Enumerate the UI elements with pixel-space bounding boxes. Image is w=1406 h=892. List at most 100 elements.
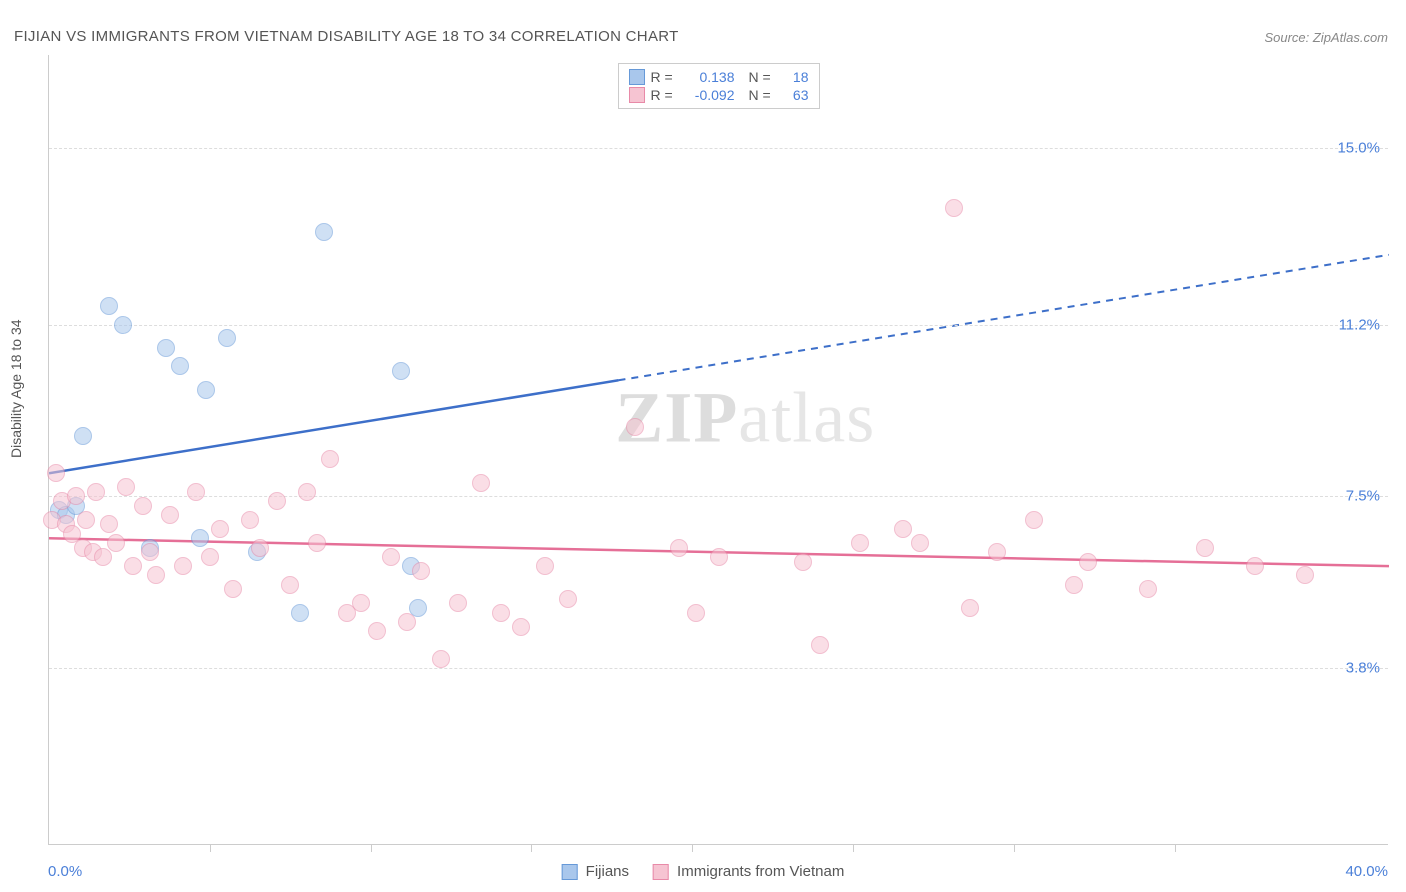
x-tick <box>1175 844 1176 852</box>
data-point <box>945 199 963 217</box>
data-point <box>268 492 286 510</box>
data-point <box>794 553 812 571</box>
data-point <box>961 599 979 617</box>
data-point <box>1139 580 1157 598</box>
data-point <box>536 557 554 575</box>
y-tick-label: 11.2% <box>1339 316 1380 333</box>
data-point <box>811 636 829 654</box>
data-point <box>171 357 189 375</box>
data-point <box>398 613 416 631</box>
data-point <box>241 511 259 529</box>
data-point <box>432 650 450 668</box>
data-point <box>141 543 159 561</box>
data-point <box>107 534 125 552</box>
data-point <box>298 483 316 501</box>
data-point <box>157 339 175 357</box>
gridline <box>49 496 1388 497</box>
data-point <box>559 590 577 608</box>
x-tick <box>853 844 854 852</box>
watermark-atlas: atlas <box>738 377 875 457</box>
legend-item: Immigrants from Vietnam <box>653 863 844 880</box>
data-point <box>1025 511 1043 529</box>
x-tick <box>371 844 372 852</box>
gridline <box>49 148 1388 149</box>
data-point <box>124 557 142 575</box>
data-point <box>1296 566 1314 584</box>
data-point <box>392 362 410 380</box>
legend-n-label: N = <box>749 69 777 85</box>
legend-r-value: 0.138 <box>685 69 735 85</box>
data-point <box>224 580 242 598</box>
data-point <box>291 604 309 622</box>
legend-label: Fijians <box>586 863 629 880</box>
data-point <box>1196 539 1214 557</box>
legend-swatch <box>653 864 669 880</box>
series-legend: Fijians Immigrants from Vietnam <box>562 863 845 880</box>
data-point <box>472 474 490 492</box>
data-point <box>87 483 105 501</box>
data-point <box>201 548 219 566</box>
data-point <box>851 534 869 552</box>
legend-n-value: 18 <box>783 69 809 85</box>
legend-label: Immigrants from Vietnam <box>677 863 844 880</box>
legend-r-label: R = <box>651 87 679 103</box>
data-point <box>218 329 236 347</box>
data-point <box>281 576 299 594</box>
data-point <box>134 497 152 515</box>
legend-swatch <box>629 69 645 85</box>
legend-r-value: -0.092 <box>685 87 735 103</box>
data-point <box>197 381 215 399</box>
chart-title: FIJIAN VS IMMIGRANTS FROM VIETNAM DISABI… <box>14 28 679 45</box>
data-point <box>988 543 1006 561</box>
y-axis-label: Disability Age 18 to 34 <box>8 319 24 458</box>
data-point <box>114 316 132 334</box>
data-point <box>191 529 209 547</box>
data-point <box>1246 557 1264 575</box>
data-point <box>894 520 912 538</box>
data-point <box>47 464 65 482</box>
data-point <box>687 604 705 622</box>
legend-n-label: N = <box>749 87 777 103</box>
data-point <box>315 223 333 241</box>
data-point <box>211 520 229 538</box>
data-point <box>187 483 205 501</box>
legend-row: R = 0.138 N = 18 <box>629 68 809 86</box>
data-point <box>670 539 688 557</box>
legend-r-label: R = <box>651 69 679 85</box>
data-point <box>321 450 339 468</box>
data-point <box>77 511 95 529</box>
x-tick <box>210 844 211 852</box>
data-point <box>626 418 644 436</box>
legend-row: R =-0.092N =63 <box>629 86 809 104</box>
x-axis-min-label: 0.0% <box>48 863 82 880</box>
y-tick-label: 7.5% <box>1346 488 1380 505</box>
data-point <box>147 566 165 584</box>
watermark: ZIPatlas <box>615 376 875 459</box>
data-point <box>911 534 929 552</box>
legend-swatch <box>562 864 578 880</box>
data-point <box>161 506 179 524</box>
data-point <box>492 604 510 622</box>
plot-area: ZIPatlas R =0.138N =18R =-0.092N =63 3.8… <box>48 55 1388 845</box>
correlation-legend: R =0.138N =18R =-0.092N =63 <box>618 63 820 109</box>
data-point <box>1065 576 1083 594</box>
y-tick-label: 15.0% <box>1337 139 1380 156</box>
data-point <box>74 427 92 445</box>
legend-swatch <box>629 87 645 103</box>
data-point <box>117 478 135 496</box>
data-point <box>174 557 192 575</box>
data-point <box>352 594 370 612</box>
x-tick <box>692 844 693 852</box>
gridline <box>49 668 1388 669</box>
data-point <box>67 487 85 505</box>
legend-item: Fijians <box>562 863 629 880</box>
data-point <box>308 534 326 552</box>
gridline <box>49 325 1388 326</box>
y-tick-label: 3.8% <box>1346 660 1380 677</box>
data-point <box>382 548 400 566</box>
data-point <box>100 297 118 315</box>
data-point <box>710 548 728 566</box>
trend-lines <box>49 55 1389 845</box>
x-axis-max-label: 40.0% <box>1345 863 1388 880</box>
data-point <box>94 548 112 566</box>
